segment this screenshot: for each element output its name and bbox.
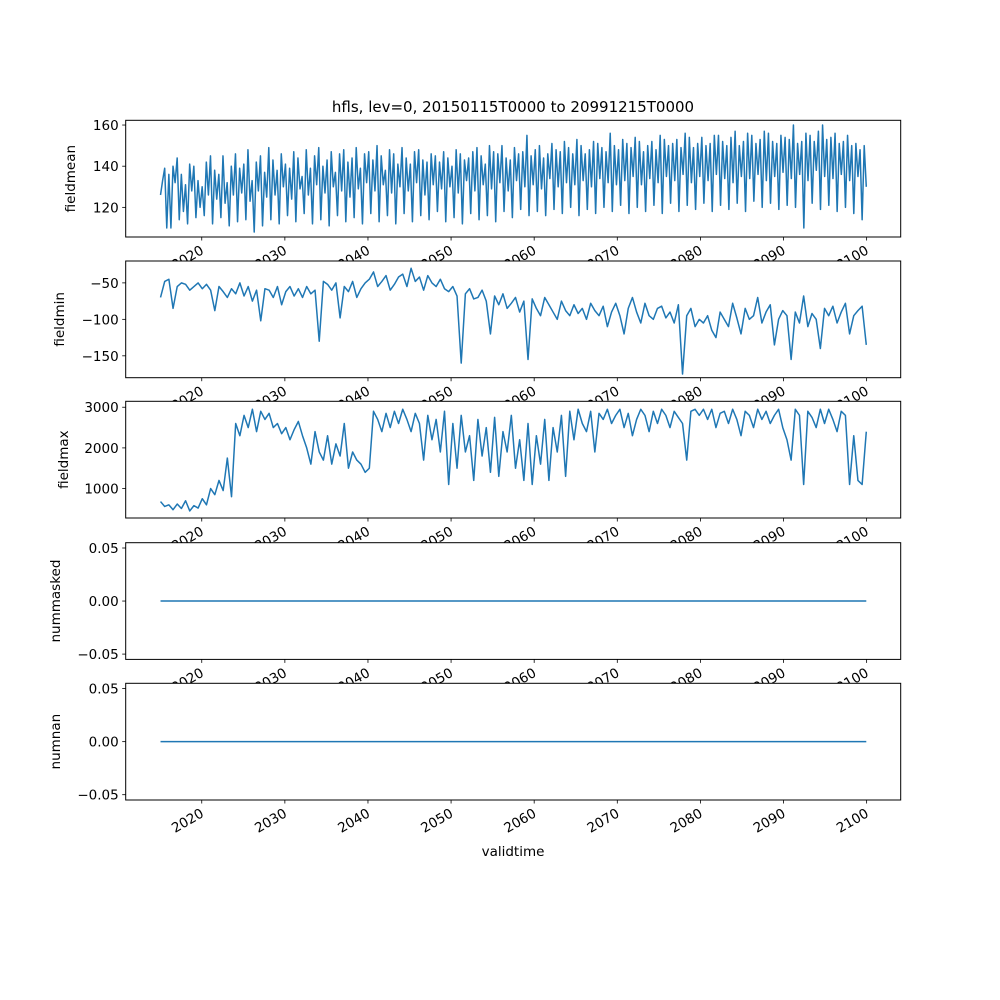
y-axis-label: fieldmean bbox=[63, 145, 79, 212]
y-tick-label: 0.00 bbox=[89, 735, 119, 751]
series-line-fieldmin bbox=[159, 267, 868, 375]
axes-background bbox=[125, 261, 901, 378]
y-tick-label: 120 bbox=[93, 200, 119, 216]
y-tick-label: 1000 bbox=[84, 482, 118, 498]
y-tick-label: 3000 bbox=[84, 400, 118, 416]
y-tick-label: −0.05 bbox=[77, 788, 118, 804]
y-tick-label: 0.05 bbox=[89, 541, 119, 557]
axes-frame bbox=[125, 119, 902, 238]
y-axis-label: nummasked bbox=[48, 560, 64, 643]
y-tick-label: 0.00 bbox=[89, 594, 119, 610]
y-tick-label: 2000 bbox=[84, 441, 118, 457]
y-tick-label: −0.05 bbox=[77, 647, 118, 663]
y-tick-label: −50 bbox=[90, 276, 119, 292]
y-tick-label: 140 bbox=[93, 159, 119, 175]
series-line-fieldmax bbox=[159, 408, 868, 512]
chart-title: hfls, lev=0, 20150115T0000 to 20991215T0… bbox=[332, 98, 694, 116]
axes-background bbox=[125, 401, 901, 518]
y-tick-label: −100 bbox=[82, 312, 119, 328]
series-line-fieldmean bbox=[159, 124, 868, 233]
y-tick-label: −150 bbox=[82, 349, 119, 365]
y-tick-label: 0.05 bbox=[89, 682, 119, 698]
axes-frame bbox=[125, 400, 902, 519]
y-axis-label: fieldmax bbox=[56, 430, 72, 489]
y-axis-label: fieldmin bbox=[52, 292, 68, 347]
y-tick-label: 160 bbox=[93, 118, 119, 134]
y-axis-label: numnan bbox=[48, 714, 64, 770]
x-axis-label: validtime bbox=[482, 844, 545, 860]
